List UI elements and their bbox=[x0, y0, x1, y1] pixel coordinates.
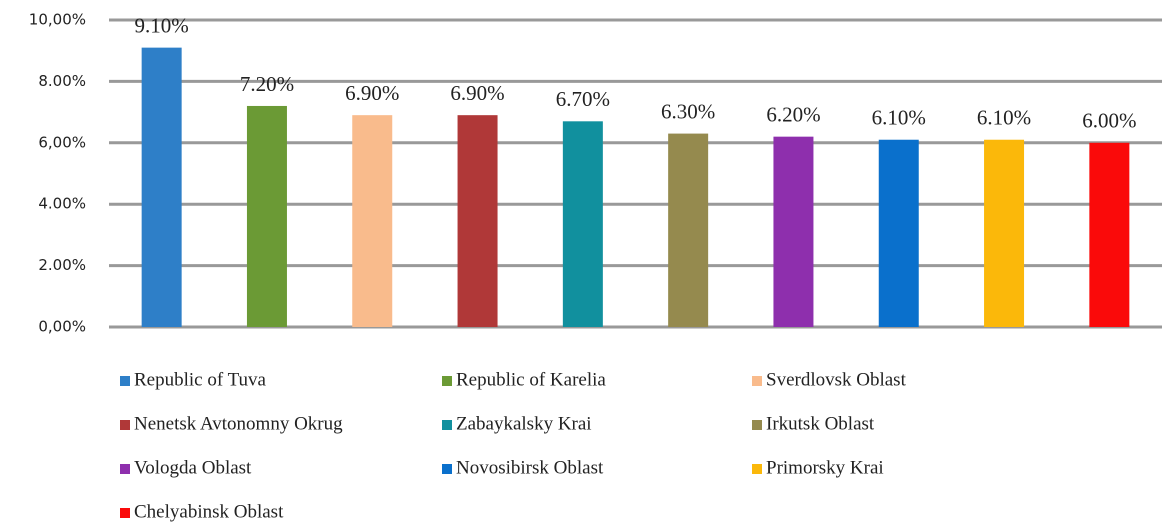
data-label: 6.30% bbox=[661, 99, 715, 123]
legend-swatch bbox=[120, 464, 130, 474]
bar bbox=[457, 115, 498, 327]
legend-swatch bbox=[442, 420, 452, 430]
legend-label: Chelyabinsk Oblast bbox=[134, 501, 284, 522]
legend-swatch bbox=[442, 464, 452, 474]
bar bbox=[984, 139, 1025, 327]
data-label: 6.90% bbox=[450, 81, 504, 105]
legend-swatch bbox=[120, 420, 130, 430]
y-tick-label: 10,00% bbox=[29, 11, 86, 29]
legend-swatch bbox=[752, 464, 762, 474]
legend-label: Republic of Tuva bbox=[134, 369, 267, 390]
y-tick-label: 8.00% bbox=[38, 72, 86, 90]
data-label: 6.10% bbox=[977, 106, 1031, 130]
bar bbox=[668, 133, 709, 327]
bar bbox=[773, 136, 814, 327]
legend-label: Nenetsk Avtonomny Okrug bbox=[134, 413, 343, 434]
bar bbox=[878, 139, 919, 327]
legend-label: Novosibirsk Oblast bbox=[456, 457, 604, 478]
legend-swatch bbox=[752, 420, 762, 430]
bar bbox=[141, 47, 182, 327]
bar bbox=[246, 105, 287, 328]
bar bbox=[352, 115, 393, 327]
bar bbox=[1089, 142, 1130, 327]
bar bbox=[562, 121, 603, 327]
legend-label: Primorsky Krai bbox=[766, 457, 884, 478]
data-label: 9.10% bbox=[135, 13, 189, 37]
legend-label: Sverdlovsk Oblast bbox=[766, 369, 907, 390]
data-label: 6.90% bbox=[345, 81, 399, 105]
legend-label: Vologda Oblast bbox=[134, 457, 252, 478]
data-label: 7.20% bbox=[240, 72, 294, 96]
y-tick-label: 6,00% bbox=[38, 133, 86, 151]
data-label: 6.70% bbox=[556, 87, 610, 111]
legend-label: Zabaykalsky Krai bbox=[456, 413, 592, 434]
legend-swatch bbox=[120, 508, 130, 518]
data-label: 6.10% bbox=[872, 106, 926, 130]
y-tick-label: 0,00% bbox=[38, 318, 86, 336]
data-label: 6.20% bbox=[766, 102, 820, 126]
legend-swatch bbox=[442, 376, 452, 386]
legend-swatch bbox=[120, 376, 130, 386]
y-tick-label: 4.00% bbox=[38, 195, 86, 213]
y-tick-label: 2.00% bbox=[38, 256, 86, 274]
legend-label: Republic of Karelia bbox=[456, 369, 606, 390]
legend-swatch bbox=[752, 376, 762, 386]
legend-label: Irkutsk Oblast bbox=[766, 413, 875, 434]
data-label: 6.00% bbox=[1082, 109, 1136, 133]
